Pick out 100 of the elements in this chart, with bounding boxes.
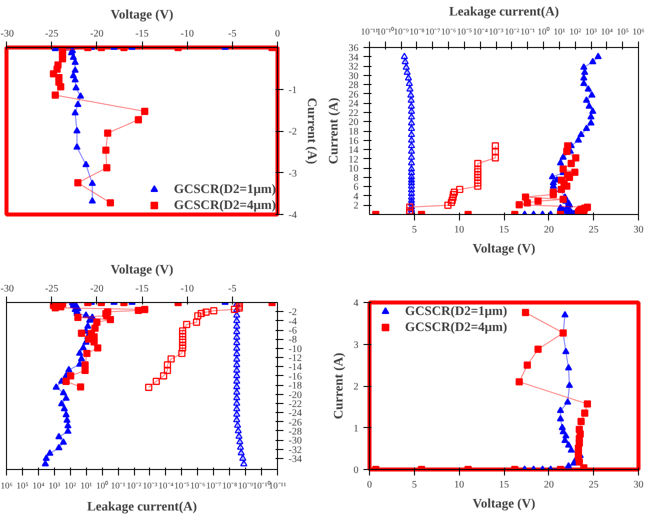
y-tick-label: 36 xyxy=(348,43,358,54)
y-tick-label: -26 xyxy=(288,417,302,428)
y-tick-label: -28 xyxy=(288,426,302,438)
x-tick-label: 0 xyxy=(275,28,280,40)
x-tick-label: 5 xyxy=(412,224,417,236)
y-tick-label: -32 xyxy=(288,444,302,456)
y-tick-label: -18 xyxy=(288,380,302,392)
y-tick-label: 0 xyxy=(354,465,358,476)
x2-tick-label: 10⁻⁷ xyxy=(206,480,222,490)
x2-tick-label: 10⁰ xyxy=(96,480,108,490)
x2-axis-title: Leakage current(A) xyxy=(449,4,559,18)
y-tick-label: 12 xyxy=(348,154,358,166)
x2-tick-label: 10⁴ xyxy=(32,480,44,490)
x-axis-title: Voltage (V) xyxy=(472,240,536,256)
y-tick-label: -20 xyxy=(288,390,302,401)
x-tick-label: 10 xyxy=(454,480,464,490)
y-tick-label: 24 xyxy=(348,98,358,110)
x-axis-title: Voltage (V) xyxy=(472,496,536,510)
x2-tick-label: 10³ xyxy=(48,480,60,490)
x2-tick-label: 10⁻⁶ xyxy=(190,480,206,490)
y-tick-label: -10 xyxy=(288,344,302,355)
x2-tick-label: 10¹ xyxy=(80,480,92,490)
x-tick-label: -20 xyxy=(90,284,104,294)
x-tick-label: 10 xyxy=(454,224,464,236)
x-tick-label: 15 xyxy=(499,480,509,490)
y-tick-label: -1 xyxy=(288,84,297,96)
y-tick-label: 2 xyxy=(354,200,358,212)
x2-tick-label: 10⁻³ xyxy=(142,480,158,490)
x-tick-label: 30 xyxy=(634,480,644,490)
x-tick-label: 30 xyxy=(634,224,644,236)
x2-tick-label: 10⁻⁸ xyxy=(409,26,425,36)
y-tick-label: -34 xyxy=(288,454,302,465)
x-tick-label: 20 xyxy=(544,480,554,490)
x2-tick-label: 10⁻¹ xyxy=(520,26,536,36)
x2-tick-label: 10⁵ xyxy=(16,480,29,490)
y-tick-label: 2 xyxy=(354,382,358,392)
x2-tick-label: 10⁻⁹ xyxy=(394,26,409,36)
y-tick-label: -4 xyxy=(288,210,297,221)
x2-tick-label: 10⁰ xyxy=(538,26,550,36)
y-tick-label: 26 xyxy=(348,89,358,100)
y-tick-label: -30 xyxy=(288,436,302,447)
y-axis-title: Current (A) xyxy=(326,98,340,164)
y-tick-label: 14 xyxy=(348,145,358,156)
x2-tick-label: 10³ xyxy=(585,26,598,36)
x2-tick-label: 10⁻² xyxy=(504,26,520,36)
y-tick-label: -24 xyxy=(288,408,302,420)
x2-tick-label: 10⁶ xyxy=(632,26,645,36)
y-tick-label: 18 xyxy=(348,126,358,138)
y-tick-label: -3 xyxy=(288,168,297,180)
y-tick-label: -4 xyxy=(288,316,297,328)
y-tick-label: 4 xyxy=(354,298,358,309)
y-tick-label: 22 xyxy=(348,108,358,119)
x-tick-label: -5 xyxy=(228,28,237,40)
y-tick-label: 16 xyxy=(348,136,358,147)
x2-tick-label: 10⁻⁵ xyxy=(456,26,472,36)
x2-tick-label: 10⁻⁵ xyxy=(174,480,190,490)
x-tick-label: -25 xyxy=(45,28,58,40)
y-tick-label: -8 xyxy=(288,334,297,346)
x2-tick-label: 10⁻³ xyxy=(488,26,504,36)
x-axis-title: Voltage (V) xyxy=(110,262,174,276)
x-tick-label: -10 xyxy=(180,284,194,294)
y-tick-label: -2 xyxy=(288,126,297,138)
y-tick-label: -14 xyxy=(288,362,302,374)
x2-tick-label: 10⁻⁸ xyxy=(222,480,238,490)
x-tick-label: 0 xyxy=(367,480,372,490)
x-tick-label: 15 xyxy=(499,224,509,236)
x-tick-label: -30 xyxy=(0,28,14,40)
y-tick-label: 10 xyxy=(348,164,358,175)
y-axis-title: Current (A) xyxy=(304,98,320,164)
x2-tick-label: 10⁻¹ xyxy=(110,480,126,490)
y-tick-label: 8 xyxy=(354,172,358,184)
x-tick-label: -15 xyxy=(135,284,149,294)
x2-tick-label: 10¹ xyxy=(554,26,566,36)
x2-tick-label: 10⁻² xyxy=(126,480,142,490)
y-tick-label: 32 xyxy=(348,62,358,73)
legend-label: GCSCR(D2=4μm) xyxy=(174,197,276,213)
x2-tick-label: 10² xyxy=(64,480,76,490)
y-tick-label: 20 xyxy=(348,117,358,128)
legend-label: GCSCR(D2=1μm) xyxy=(174,181,276,197)
y-tick-label: 4 xyxy=(354,191,358,202)
x-tick-label: 5 xyxy=(412,480,417,490)
x2-tick-label: 10⁻⁴ xyxy=(472,26,488,36)
y-tick-label: 3 xyxy=(354,340,358,351)
y-tick-label: 1 xyxy=(354,423,358,434)
x2-tick-label: 10⁻⁹ xyxy=(238,480,254,490)
x-tick-label: -10 xyxy=(180,28,194,40)
x2-tick-label: 10⁻⁶ xyxy=(441,26,456,36)
x-tick-label: 25 xyxy=(588,480,599,490)
y-tick-label: 28 xyxy=(348,80,358,92)
x-tick-label: -20 xyxy=(90,28,104,40)
x2-tick-label: 10⁻¹⁰ xyxy=(252,480,270,490)
x-tick-label: -5 xyxy=(228,284,237,294)
x2-axis-title: Leakage current(A) xyxy=(87,498,197,514)
x2-tick-label: 10⁵ xyxy=(616,26,629,36)
y-tick-label: -16 xyxy=(288,371,302,382)
x2-tick-label: 10⁻¹¹ xyxy=(360,26,378,36)
x2-tick-label: 10⁻⁷ xyxy=(425,26,440,36)
y-tick-label: 34 xyxy=(348,52,358,64)
y-tick-label: -12 xyxy=(288,353,302,364)
x2-tick-label: 10⁴ xyxy=(600,26,613,36)
